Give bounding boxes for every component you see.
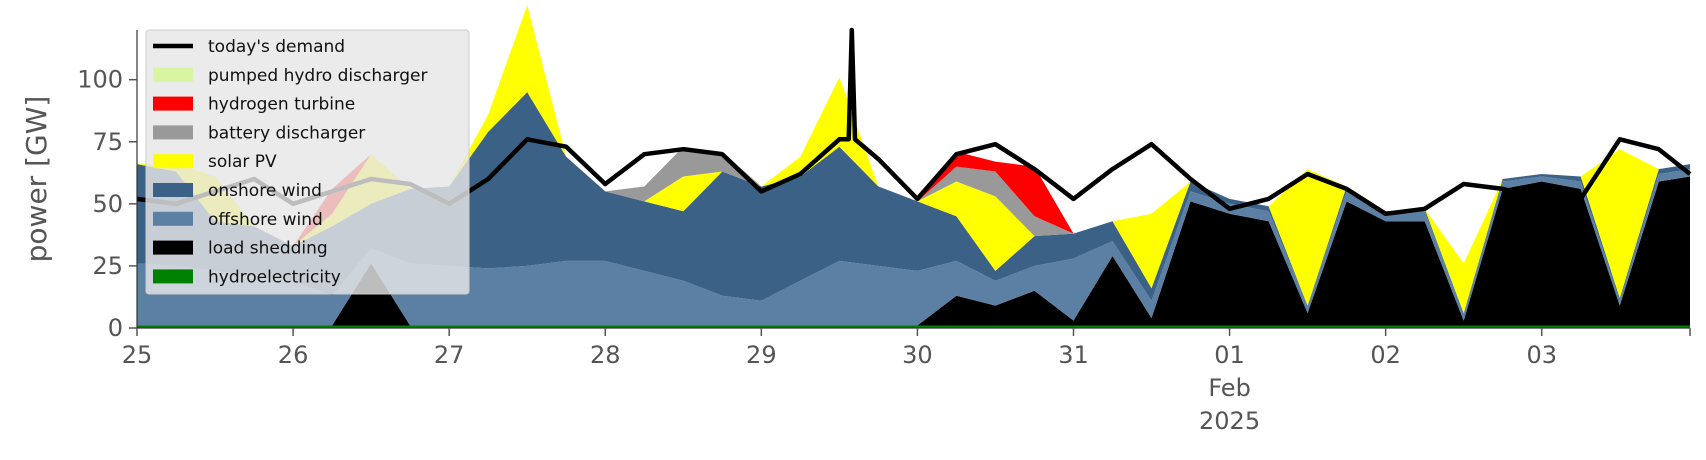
- legend: today's demand pumped hydro discharger hyd…: [145, 29, 470, 295]
- x-tick-label: 27: [434, 341, 465, 369]
- x-tick-sublabel: Feb: [1208, 374, 1251, 402]
- legend-swatch-onshore-wind: [153, 183, 193, 197]
- x-tick-sublabel: 2025: [1199, 407, 1260, 435]
- x-tick-label: 02: [1370, 341, 1401, 369]
- legend-label-hydroelectricity: hydroelectricity: [208, 267, 341, 287]
- x-tick-label: 30: [902, 341, 933, 369]
- legend-swatch-solar-pv: [153, 154, 193, 169]
- legend-label-load-shedding: load shedding: [208, 239, 328, 259]
- legend-swatch-hydroelectricity: [153, 269, 193, 284]
- y-tick-label: 25: [92, 252, 123, 280]
- legend-label-today-s-demand: today's demand: [208, 37, 345, 57]
- area-load-shedding: [137, 176, 1690, 326]
- legend-label-offshore-wind: offshore wind: [208, 210, 323, 230]
- y-axis-label: power [GW]: [20, 96, 53, 263]
- x-tick-label: 01: [1214, 341, 1245, 369]
- legend-label-hydrogen-turbine: hydrogen turbine: [208, 95, 355, 115]
- area-onshore-wind: [137, 92, 1690, 314]
- x-tick-label: 28: [590, 341, 621, 369]
- x-tick-label: 29: [746, 341, 777, 369]
- area-offshore-wind: [137, 169, 1690, 326]
- legend-label-battery-discharger: battery discharger: [208, 123, 365, 143]
- area-hydroelectricity: [137, 325, 1690, 328]
- x-tick-label: 03: [1526, 341, 1557, 369]
- legend-swatch-pumped-hydro-discharger: [153, 67, 193, 82]
- area-solar-pv: [137, 5, 1690, 314]
- y-tick-label: 100: [77, 66, 123, 94]
- stacked-areas: [137, 5, 1690, 328]
- y-tick-label: 0: [108, 314, 123, 342]
- legend-box: [145, 29, 470, 295]
- legend-swatch-offshore-wind: [153, 211, 193, 226]
- legend-label-onshore-wind: onshore wind: [208, 181, 322, 201]
- y-tick-label: 75: [92, 128, 123, 156]
- legend-label-solar-pv: solar PV: [208, 152, 277, 172]
- legend-swatch-hydrogen-turbine: [153, 96, 193, 111]
- x-tick-label: 26: [278, 341, 309, 369]
- x-tick-label: 25: [122, 341, 153, 369]
- legend-label-pumped-hydro-discharger: pumped hydro discharger: [208, 66, 427, 86]
- legend-swatch-load-shedding: [153, 240, 193, 255]
- legend-swatch-battery-discharger: [153, 125, 193, 140]
- x-tick-label: 31: [1058, 341, 1089, 369]
- y-tick-label: 50: [92, 190, 123, 218]
